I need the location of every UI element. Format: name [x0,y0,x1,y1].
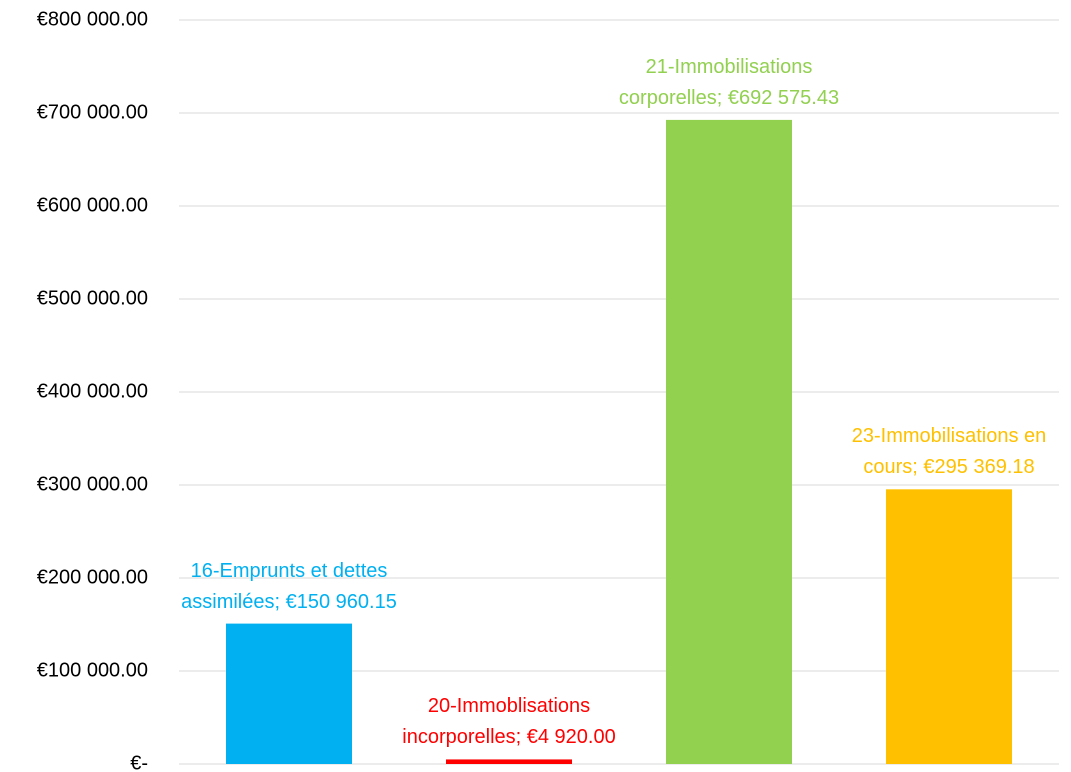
y-tick-label: €700 000.00 [37,101,148,123]
bar [886,489,1012,764]
y-tick-label: €200 000.00 [37,566,148,588]
data-label: 20-Immoblisations incorporelles; €4 920.… [402,695,616,749]
bar [446,759,572,764]
data-label: 23-Immobilisations en cours; €295 369.18 [851,425,1047,479]
data-label: 21-Immobilisations corporelles; €692 575… [618,55,840,109]
data-label: 16-Emprunts et dettes assimilées; €150 9… [181,559,397,613]
bar [226,623,352,764]
y-tick-label: €500 000.00 [37,287,148,309]
y-tick-label: €100 000.00 [37,659,148,681]
y-tick-label: €800 000.00 [37,8,148,30]
y-tick-label: €600 000.00 [37,194,148,216]
y-tick-label: €400 000.00 [37,380,148,402]
y-tick-label: €- [130,752,148,772]
y-tick-label: €300 000.00 [37,473,148,495]
bar [666,119,792,764]
